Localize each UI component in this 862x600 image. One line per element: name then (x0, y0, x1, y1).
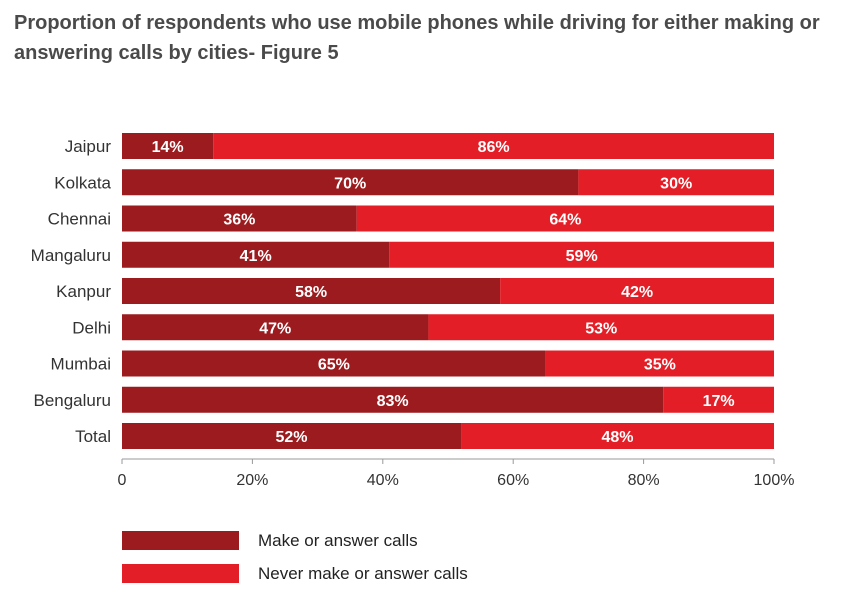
category-labels: Jaipur Kolkata Chennai Mangaluru Kanpur Delhi… (31, 137, 112, 446)
bar-mumbai-make-calls (122, 350, 546, 377)
data-label-mumbai-make-calls: 65% (318, 357, 350, 374)
data-label-kanpur-make-calls: 58% (295, 284, 327, 301)
data-label-kolkata-make-calls: 70% (334, 175, 366, 192)
category-label-kanpur: Kanpur (56, 282, 111, 301)
bar-mangaluru-never-calls (389, 241, 774, 268)
category-label-delhi: Delhi (72, 318, 111, 337)
data-label-jaipur-never-calls: 86% (478, 139, 510, 156)
bar-total-make-calls (122, 423, 462, 449)
bar-delhi-make-calls (122, 314, 429, 341)
data-label-chennai-never-calls: 64% (549, 212, 581, 229)
x-tick-label: 20% (236, 472, 268, 489)
data-label-mangaluru-make-calls: 41% (240, 248, 272, 265)
data-label-delhi-make-calls: 47% (259, 320, 291, 337)
bar-kolkata-never-calls (578, 169, 774, 196)
data-label-bengaluru-make-calls: 83% (377, 393, 409, 410)
bar-mangaluru-make-calls (122, 241, 390, 268)
x-tick-label: 0 (118, 472, 127, 489)
x-tick-label: 80% (628, 472, 660, 489)
data-label-chennai-make-calls: 36% (223, 212, 255, 229)
category-label-jaipur: Jaipur (65, 137, 112, 156)
bar-chennai-never-calls (356, 205, 774, 232)
bar-bengaluru-never-calls (663, 386, 774, 413)
bar-kanpur-make-calls (122, 278, 501, 304)
bar-total-never-calls (461, 423, 774, 449)
legend: Make or answer calls Never make or answer… (122, 531, 468, 583)
data-label-total-never-calls: 48% (602, 429, 634, 446)
data-label-mumbai-never-calls: 35% (644, 357, 676, 374)
data-label-kanpur-never-calls: 42% (621, 284, 653, 301)
legend-label-never-make-or-answer-calls: Never make or answer calls (258, 564, 468, 583)
bar-jaipur-never-calls (213, 133, 774, 159)
bar-bengaluru-make-calls (122, 386, 664, 413)
legend-swatch-never-make-or-answer-calls (122, 564, 239, 583)
bar-chennai-make-calls (122, 205, 357, 232)
x-tick-label: 100% (754, 472, 795, 489)
legend-label-make-or-answer-calls: Make or answer calls (258, 531, 418, 550)
category-label-chennai: Chennai (48, 210, 111, 229)
x-tick-label: 40% (367, 472, 399, 489)
data-label-delhi-never-calls: 53% (585, 320, 617, 337)
data-label-total-make-calls: 52% (276, 429, 308, 446)
category-label-mangaluru: Mangaluru (31, 246, 111, 265)
bar-kanpur-never-calls (500, 278, 774, 304)
data-label-mangaluru-never-calls: 59% (566, 248, 598, 265)
category-label-mumbai: Mumbai (51, 355, 111, 374)
chart-title: Proportion of respondents who use mobile… (14, 12, 820, 64)
bar-jaipur-make-calls (122, 133, 214, 159)
bars-layer: 14% 86% 70% 30% 36% 64% 41% 59% 58% 42% 47% 53% 65% 3… (122, 133, 774, 449)
bar-kolkata-make-calls (122, 169, 579, 196)
category-label-bengaluru: Bengaluru (33, 391, 111, 410)
data-label-kolkata-never-calls: 30% (660, 175, 692, 192)
category-label-kolkata: Kolkata (54, 173, 111, 192)
x-tick-label: 60% (497, 472, 529, 489)
data-label-bengaluru-never-calls: 17% (703, 393, 735, 410)
x-axis: 0 20% 40% 60% 80% 100% (118, 458, 795, 489)
bar-mumbai-never-calls (545, 350, 774, 377)
category-label-total: Total (75, 427, 111, 446)
data-label-jaipur-make-calls: 14% (152, 139, 184, 156)
bar-delhi-never-calls (428, 314, 774, 341)
legend-swatch-make-or-answer-calls (122, 531, 239, 550)
